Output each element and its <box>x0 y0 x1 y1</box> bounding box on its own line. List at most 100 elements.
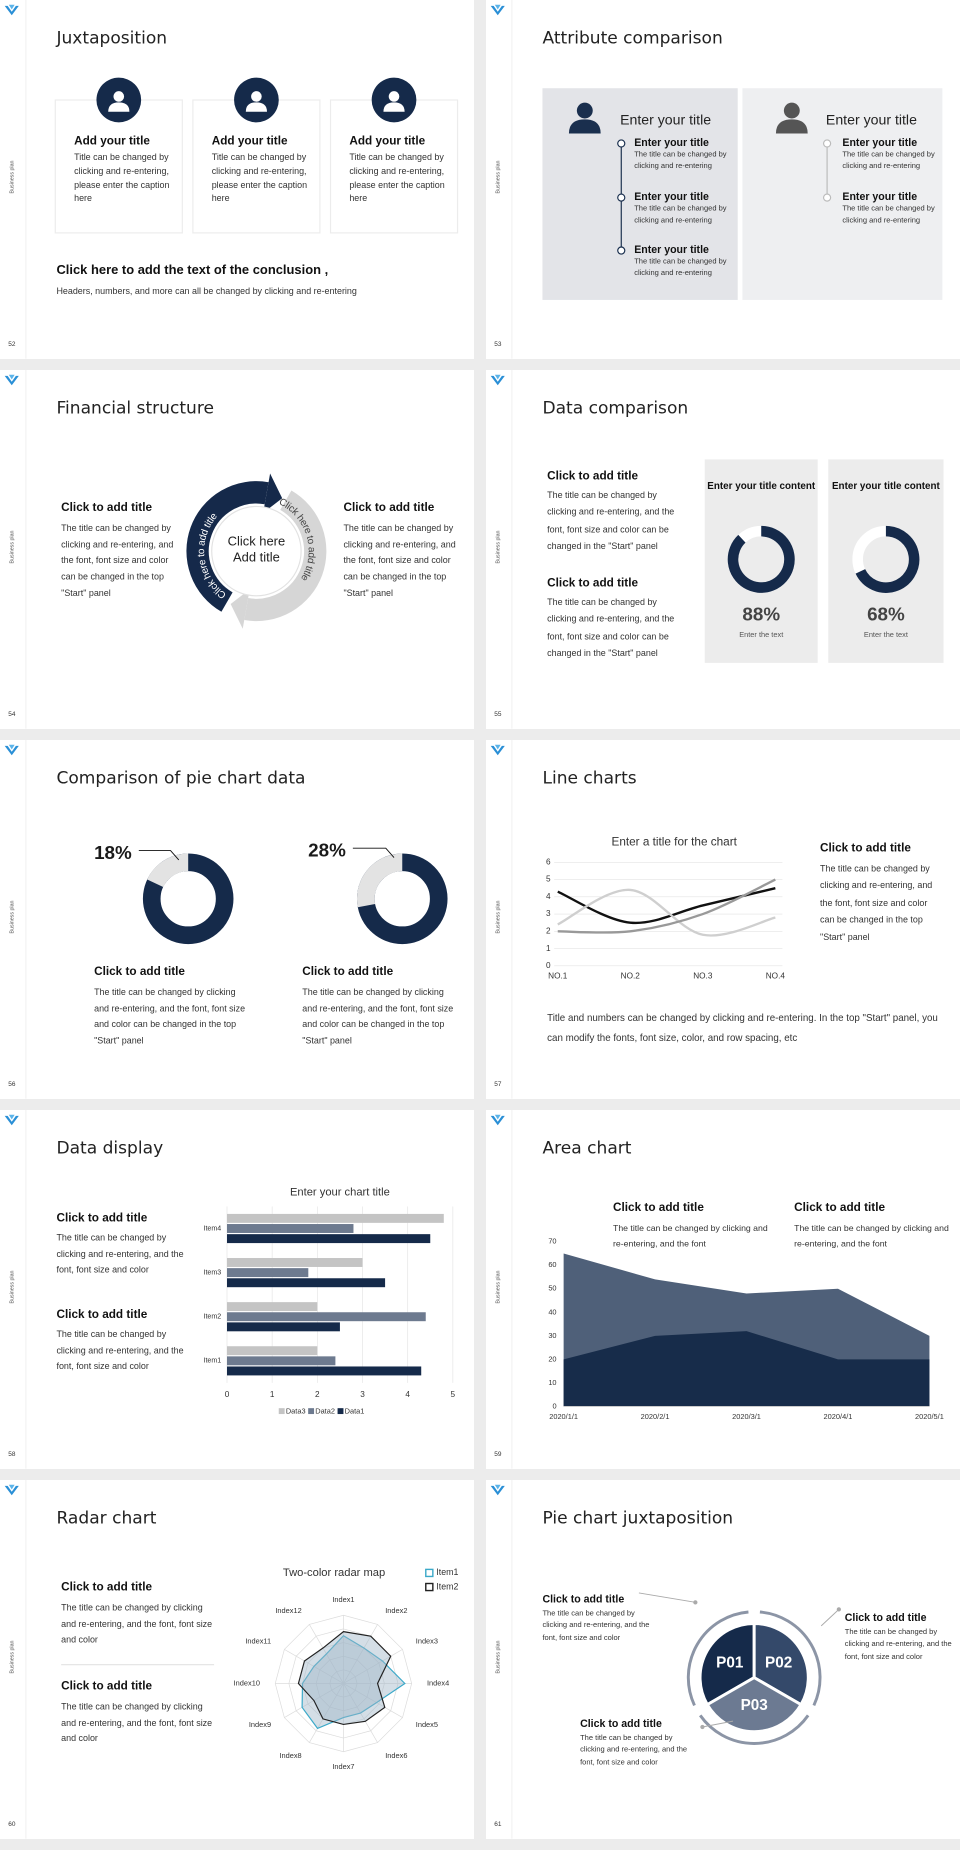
block-text: The title can be changed by clicking and… <box>842 150 935 171</box>
slide-title: Data display <box>56 1139 164 1159</box>
bar <box>227 1346 318 1356</box>
y-tick-label: Item4 <box>204 1225 222 1232</box>
sidebar-label: Business plan <box>494 1640 501 1674</box>
block-text: Headers, numbers, and more can all be ch… <box>56 285 357 297</box>
x-tick-label: 2020/5/1 <box>915 1412 944 1421</box>
slide-content: 0 10 20 30 40 50 60 70 2020/1/1 2020/2/1 2020/3/1 2… <box>486 1110 960 1469</box>
arrow-arc <box>186 481 269 612</box>
line-series <box>557 878 776 934</box>
panel <box>704 459 818 663</box>
sidebar-label: Business plan <box>8 1640 15 1674</box>
legend-label: Item2 <box>436 1581 458 1591</box>
value-label: 68% <box>867 605 905 626</box>
bar <box>227 1312 426 1322</box>
y-tick-label: Item3 <box>204 1269 222 1276</box>
slide-content: Business plan 53 Attribute comparison Enter… <box>486 0 960 359</box>
slide-graphics <box>490 0 943 359</box>
block-text: The title can be changed by clicking and… <box>820 863 933 942</box>
block-title: Click to add title <box>343 501 435 515</box>
x-tick-label: 3 <box>360 1390 365 1399</box>
slide-graphics: P01 P02 P03 <box>490 1480 841 1839</box>
y-tick-label: 30 <box>548 1331 556 1340</box>
slide: Index1 Index2 Index3 Index4 Index5 Index6 Inde… <box>0 1480 474 1839</box>
logo <box>490 5 505 16</box>
x-tick-label: NO.1 <box>548 972 568 981</box>
chart-title: Enter a title for the chart <box>611 835 737 848</box>
logo <box>494 1484 501 1490</box>
panel-heading: Enter your title content <box>707 479 816 492</box>
bar <box>227 1302 318 1312</box>
page-number: 56 <box>8 1081 16 1089</box>
slide-title: Pie chart juxtaposition <box>542 1509 734 1529</box>
timeline-dot <box>617 193 626 202</box>
line-series <box>557 888 776 937</box>
legend-label: Data1 <box>345 1407 365 1416</box>
axis-label: Index10 <box>234 1678 260 1687</box>
slide: Business plan 52 Juxtaposition Add your tit… <box>0 0 474 359</box>
y-tick-label: Item1 <box>204 1358 222 1365</box>
icon-body <box>775 119 808 134</box>
icon-body <box>568 119 601 134</box>
page-number: 52 <box>8 341 16 349</box>
slide-content: Index1 Index2 Index3 Index4 Index5 Index6 Inde… <box>0 1480 474 1839</box>
page-number: 57 <box>494 1081 502 1089</box>
axis-label: Index3 <box>416 1637 438 1646</box>
bar <box>227 1224 354 1233</box>
logo <box>4 1485 19 1496</box>
pie-segment <box>705 1675 804 1734</box>
value-label: 88% <box>742 605 781 626</box>
logo <box>494 374 501 380</box>
slide-graphics: Index1 Index2 Index3 Index4 Index5 Index6 Inde… <box>4 1480 459 1839</box>
block-title: Enter your title <box>634 190 709 203</box>
caption: Enter the text <box>863 631 908 640</box>
page-number: 54 <box>8 711 16 719</box>
page-number: 55 <box>494 711 502 719</box>
block-text: The title can be changed by clicking and… <box>61 522 174 598</box>
block-title: Enter your title <box>842 190 918 203</box>
spoke <box>343 1683 403 1718</box>
slide-graphics <box>490 370 944 729</box>
center-label: Click here Add title <box>227 534 286 565</box>
block-title: Click to add title <box>580 1717 662 1730</box>
caption: Enter the text <box>739 631 784 640</box>
slide-title: Radar chart <box>56 1509 157 1529</box>
slide-graphics <box>4 740 448 1099</box>
slide-content: Business plan 52 Juxtaposition Add your tit… <box>0 0 474 359</box>
page-number: 60 <box>8 1821 16 1829</box>
icon-body <box>383 102 405 112</box>
bar <box>227 1213 444 1223</box>
y-tick-label: 4 <box>546 892 551 901</box>
page-number: 58 <box>8 1451 16 1459</box>
connector <box>702 1720 734 1728</box>
panel <box>742 88 943 300</box>
x-tick-label: 0 <box>225 1390 230 1399</box>
axis-label: Index7 <box>332 1762 354 1771</box>
logo <box>490 1115 505 1126</box>
connector-dot <box>693 1600 698 1605</box>
slide-graphics: Enter a title for the chart 0 1 2 3 4 5 6 NO.1 NO… <box>490 740 785 1099</box>
leader-line <box>352 847 395 858</box>
donut-segment <box>147 853 189 888</box>
block-title: Click to add title <box>302 965 394 979</box>
legend-swatch <box>425 1568 434 1578</box>
logo <box>4 745 19 756</box>
logo <box>8 744 15 750</box>
logo <box>494 1114 501 1120</box>
radar-series <box>297 1631 392 1726</box>
logo <box>8 1114 15 1120</box>
sidebar-label: Business plan <box>494 1270 501 1304</box>
bar <box>227 1268 309 1278</box>
block-text: Title can be changed by clicking and re-… <box>349 151 445 204</box>
block-title: Click to add title <box>56 1212 148 1226</box>
logo <box>4 1115 19 1126</box>
timeline-dot <box>822 193 832 202</box>
block-title: Click here to add the text of the conclu… <box>56 263 329 278</box>
slide-title: Attribute comparison <box>542 29 723 49</box>
axis-label: Index11 <box>245 1637 271 1646</box>
slide-content: Business plan 56 Comparison of pie chart d… <box>0 740 474 1099</box>
slide-title: Area chart <box>542 1139 632 1159</box>
slide: Click here to add title Click here to add… <box>0 370 474 729</box>
sidebar-label: Business plan <box>8 160 15 194</box>
slide-title: Line charts <box>542 769 637 789</box>
axis-label: Index4 <box>427 1678 449 1687</box>
